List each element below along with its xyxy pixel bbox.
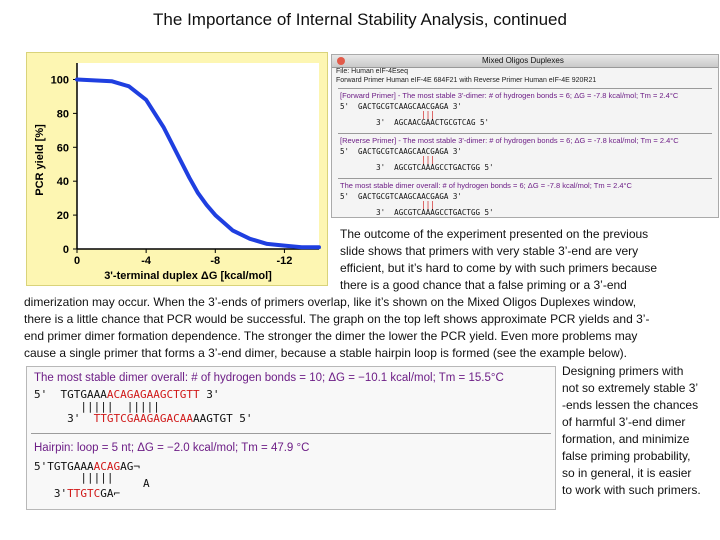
y-tick-label: 100	[51, 74, 69, 86]
dimer-seq-top: 5' TGTGAAAACAGAGAAGCTGTT 3'	[34, 388, 219, 401]
file-label: File: Human eIF-4Eseq	[336, 68, 408, 75]
seq-segment: TGTGAAA	[47, 460, 94, 473]
seq-segment-highlight: TTGTC	[67, 487, 101, 500]
primers-label: Forward Primer Human eIF-4E 684F21 with …	[336, 77, 597, 84]
seq-segment-highlight: ACAG	[93, 460, 121, 473]
x-axis-label: 3'-terminal duplex ΔG [kcal/mol]	[104, 270, 272, 282]
forward-primer-heading: [Forward Primer] - The most stable 3'-di…	[340, 91, 679, 100]
reverse-seq-bonds: |||	[340, 155, 435, 164]
paragraph-line: cause a single primer that forms a 3’-en…	[24, 346, 627, 360]
seq-segment: 3'	[34, 412, 94, 425]
divider	[31, 433, 551, 434]
forward-seq-bottom: 3' AGCAACGAACTGCGTCAG 5'	[340, 118, 490, 127]
paragraph-line: slide shows that primers with very stabl…	[340, 244, 639, 258]
loop-corner: ¬	[133, 460, 140, 473]
hairpin-seq-top: 5'TGTGAAAACAGAG¬	[34, 460, 140, 473]
overall-seq-bonds: |||	[340, 200, 435, 209]
side-paragraph-line: -ends lessen the chances	[562, 398, 699, 412]
seq-segment: 5'	[34, 460, 48, 473]
seq-segment-highlight: ACAGAGAAGCTGTT	[106, 388, 200, 401]
series-line	[75, 77, 321, 250]
side-paragraph-line: false priming probability,	[562, 449, 691, 463]
x-tick-label: -4	[141, 255, 152, 267]
paragraph-line: end primer dimer formation dependence. T…	[24, 329, 638, 343]
hairpin-loop-base: A	[143, 477, 150, 490]
divider	[338, 178, 712, 179]
seq-segment: 3'	[199, 388, 220, 401]
side-paragraph-line: to work with such primers.	[562, 483, 701, 497]
seq-segment: GA	[100, 487, 114, 500]
seq-segment: AG	[120, 460, 134, 473]
seq-segment: 5' TGTGAAA	[34, 388, 107, 401]
chart-canvas: 0 20 40 60 80 100 0 -4 -8 -12 3'-terminal duplex Δ…	[34, 63, 321, 282]
side-paragraph-line: formation, and minimize	[562, 432, 690, 446]
window-title: Mixed Oligos Duplexes	[482, 56, 564, 65]
side-paragraph-line: of harmful 3’-end dimer	[562, 415, 686, 429]
paragraph-line: there is a little chance that PCR would …	[24, 312, 650, 326]
plot-area	[77, 63, 319, 249]
forward-seq-top: 5' GACTGCGTCAAGCAACGAGA 3'	[340, 102, 462, 111]
dimer-heading: The most stable dimer overall: # of hydr…	[34, 372, 504, 384]
dimer-seq-bonds: ||||| |||||	[34, 400, 160, 413]
forward-seq-bonds: |||	[340, 110, 435, 119]
paragraph-line: The outcome of the experiment presented …	[340, 227, 649, 241]
paragraph-line: efficient, but it’s hard to come by with…	[340, 261, 658, 275]
window-titlebar: Mixed Oligos Duplexes	[332, 55, 718, 68]
seq-segment: AAGTGT 5'	[192, 412, 253, 425]
loop-corner: ⌐	[113, 487, 121, 500]
mixed-oligos-window: Mixed Oligos Duplexes File: Human eIF-4E…	[331, 54, 719, 218]
hairpin-seq-bonds: |||||	[34, 471, 113, 484]
pcr-yield-chart: 0 20 40 60 80 100 0 -4 -8 -12 3'-terminal duplex Δ…	[26, 52, 328, 286]
divider	[338, 133, 712, 134]
overall-dimer-heading: The most stable dimer overall: # of hydr…	[340, 181, 632, 190]
x-tick-label: -8	[210, 255, 220, 267]
x-tick-label: -12	[276, 255, 292, 267]
dimer-seq-bottom: 3' TTGTCGAAGAGACAAAAGTGT 5'	[34, 412, 253, 425]
dimer-hairpin-window: The most stable dimer overall: # of hydr…	[26, 366, 556, 510]
x-tick-label: 0	[74, 255, 80, 267]
seq-segment-highlight: TTGTCGAAGAGACAA	[93, 412, 193, 425]
paragraph-line: dimerization may occur. When the 3’-ends…	[24, 295, 637, 309]
y-tick-label: 0	[63, 244, 69, 256]
y-axis-label: PCR yield [%]	[34, 124, 46, 196]
close-icon[interactable]	[337, 57, 345, 65]
paragraph-line: there is a good chance that a false prim…	[340, 278, 627, 292]
overall-seq-top: 5' GACTGCGTCAAGCAACGAGA 3'	[340, 192, 462, 201]
side-paragraph-line: so in general, it is easier	[562, 466, 692, 480]
divider	[338, 88, 712, 89]
side-paragraph-line: not so extremely stable 3’	[562, 381, 699, 395]
hairpin-seq-bottom: 3'TTGTCGA⌐	[34, 487, 120, 500]
seq-segment: 3'	[34, 487, 68, 500]
y-tick-label: 80	[57, 108, 69, 120]
y-tick-label: 40	[57, 176, 69, 188]
reverse-primer-heading: [Reverse Primer] - The most stable 3'-di…	[340, 136, 679, 145]
reverse-seq-top: 5' GACTGCGTCAAGCAACGAGA 3'	[340, 147, 462, 156]
seq-bonds: |||||	[34, 471, 114, 484]
side-paragraph-line: Designing primers with	[562, 364, 684, 378]
slide-title: The Importance of Internal Stability Ana…	[153, 10, 567, 29]
reverse-seq-bottom: 3' AGCGTCAAAGCCTGACTGG 5'	[340, 163, 494, 172]
y-tick-label: 20	[57, 210, 69, 222]
y-tick-label: 60	[57, 142, 69, 154]
overall-seq-bottom: 3' AGCGTCAAAGCCTGACTGG 5'	[340, 208, 494, 217]
hairpin-heading: Hairpin: loop = 5 nt; ΔG = −2.0 kcal/mol…	[34, 442, 310, 454]
